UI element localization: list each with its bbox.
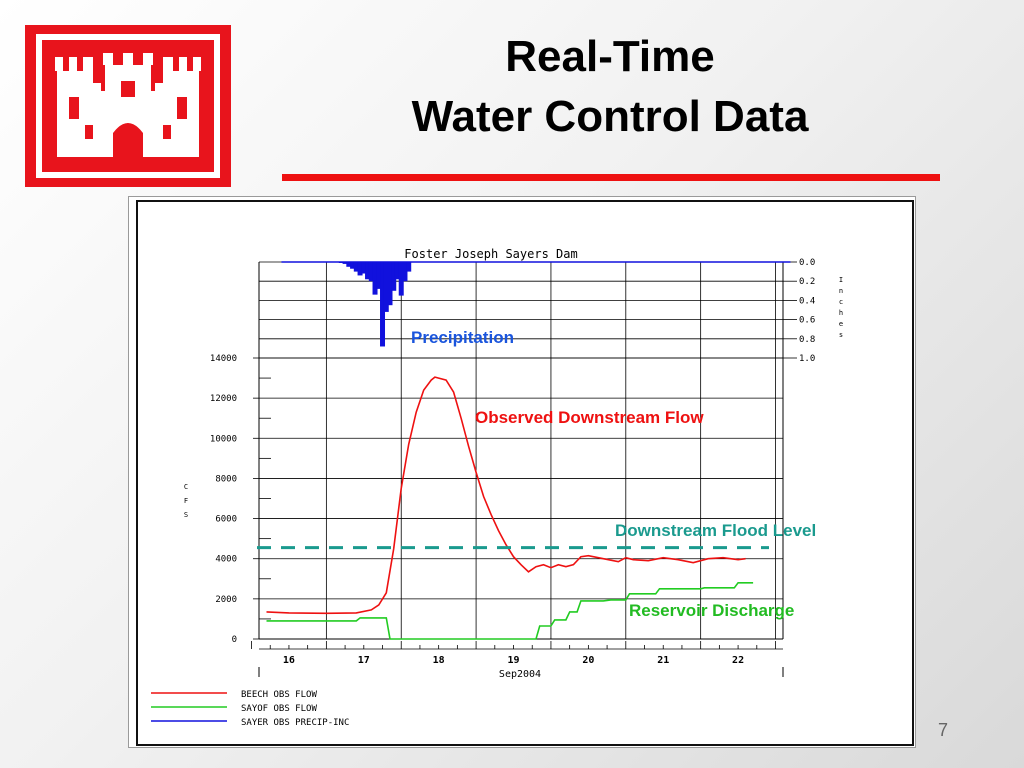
title-divider [282,174,940,181]
y2-tick-label: 0.2 [799,277,815,287]
x-tick-label: 20 [582,655,594,666]
slide-title-line-2: Water Control Data [411,92,809,141]
y2-tick-label: 0.0 [799,258,815,268]
y2-axis-label-letter: I [839,276,843,284]
precip-bar [368,262,374,282]
chart-title: Foster Joseph Sayers Dam [404,247,577,261]
y2-tick-label: 1.0 [799,354,815,364]
precip-bar [346,262,352,267]
hydrograph-chart: 16 17 18 19 20 21 22 0 2000 4000 6000 8000 10000 1200… [136,200,914,746]
y2-axis-label-letter: e [839,320,843,328]
precip-bar [353,262,359,272]
precip-bar [338,262,344,263]
series-line-observed-flow [266,376,746,615]
y2-tick-label: 0.4 [799,296,815,306]
y2-tick-label: 0.8 [799,335,815,345]
y-tick-label: 8000 [215,474,237,484]
annotation-observed-flow: Observed Downstream Flow [475,408,704,427]
precip-bar [387,262,393,306]
y-axis-label-letter: F [184,497,188,505]
y2-axis-label-letter: c [839,298,843,306]
legend-label-precip: SAYER OBS PRECIP-INC [241,718,349,728]
chart-frame: 16 17 18 19 20 21 22 0 2000 4000 6000 8000 10000 1200… [128,196,916,748]
precip-bar [391,262,397,291]
y-tick-label: 6000 [215,515,237,525]
precip-bar [357,262,363,276]
page-number: 7 [938,720,949,740]
precip-bar [406,262,412,272]
y2-tick-label: 0.6 [799,316,815,326]
y-tick-label: 10000 [210,434,237,444]
y-axis-label-letter: C [184,483,188,491]
x-tick-label: 18 [433,655,445,666]
precip-bar [402,262,408,282]
precip-bar [342,262,348,264]
y-tick-label: 2000 [215,595,237,605]
precip-bar [394,262,400,280]
x-tick-label: 22 [732,655,744,666]
y2-axis-label-letter: s [839,331,843,339]
y-tick-label: 12000 [210,394,237,404]
annotation-reservoir-discharge: Reservoir Discharge [629,601,794,620]
precip-bar [398,262,404,296]
precip-bar [383,262,389,312]
precip-bar [361,262,367,274]
y-axis-label-letter: S [184,511,188,519]
x-tick-label: 21 [657,655,669,666]
annotation-flood-level: Downstream Flood Level [615,521,816,540]
precip-bar [380,262,386,347]
y-tick-label: 0 [232,635,237,645]
x-axis-label: Sep2004 [499,669,541,680]
precip-bar [350,262,356,269]
precip-bar [376,262,382,289]
y2-axis-label-letter: n [839,287,843,295]
y-tick-label: 4000 [215,555,237,565]
y-tick-label: 14000 [210,354,237,364]
castle-logo-icon [25,25,231,187]
x-tick-label: 16 [283,655,295,666]
x-tick-label: 19 [507,655,519,666]
series-line-reservoir-discharge [266,581,754,640]
slide-title-line-1: Real-Time [505,32,715,81]
precip-bar [365,262,371,280]
precip-bar [372,262,378,295]
legend-label-beech: BEECH OBS FLOW [241,690,317,700]
annotation-precipitation: Precipitation [411,328,514,347]
legend-label-sayof: SAYOF OBS FLOW [241,704,317,714]
y2-axis-label-letter: h [839,309,843,317]
x-tick-label: 17 [358,655,370,666]
